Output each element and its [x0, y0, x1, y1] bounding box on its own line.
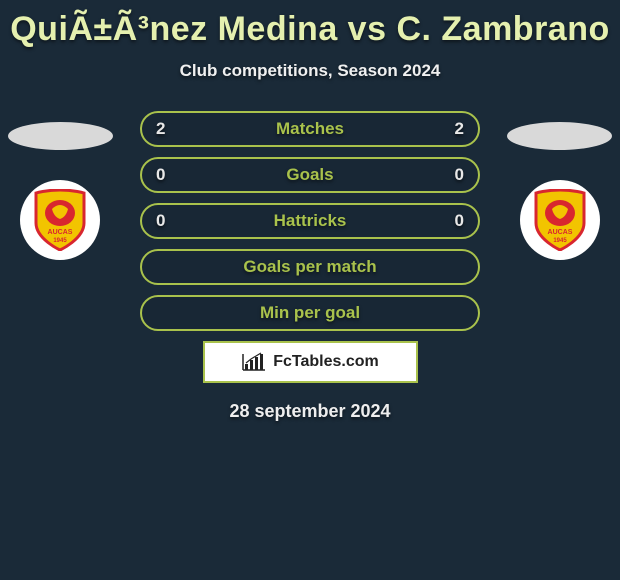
bar-chart-icon: [241, 352, 267, 372]
crest-name: AUCAS: [548, 229, 573, 236]
stat-row-hattricks: 0 Hattricks 0: [140, 203, 480, 239]
stat-label: Goals per match: [174, 257, 446, 277]
stat-label: Hattricks: [174, 211, 446, 231]
aucas-shield-icon: AUCAS 1945: [32, 189, 88, 251]
club-crest-right: AUCAS 1945: [520, 180, 600, 260]
crest-name: AUCAS: [48, 229, 73, 236]
stat-right-value: 0: [446, 211, 464, 231]
stat-label: Goals: [174, 165, 446, 185]
stat-label: Matches: [174, 119, 446, 139]
brand-box[interactable]: FcTables.com: [203, 341, 418, 383]
stat-row-min-per-goal: Min per goal: [140, 295, 480, 331]
stat-left-value: 0: [156, 211, 174, 231]
crest-year: 1945: [553, 238, 567, 244]
stat-label: Min per goal: [174, 303, 446, 323]
aucas-shield-icon: AUCAS 1945: [532, 189, 588, 251]
stat-right-value: 2: [446, 119, 464, 139]
stat-right-value: 0: [446, 165, 464, 185]
subtitle: Club competitions, Season 2024: [0, 61, 620, 81]
club-crest-left: AUCAS 1945: [20, 180, 100, 260]
stat-row-goals: 0 Goals 0: [140, 157, 480, 193]
stat-left-value: 2: [156, 119, 174, 139]
date-text: 28 september 2024: [0, 401, 620, 422]
brand-text: FcTables.com: [273, 353, 379, 371]
player-left-avatar-placeholder: [8, 122, 113, 150]
page-title: QuiÃ±Ã³nez Medina vs C. Zambrano: [0, 0, 620, 49]
stat-left-value: 0: [156, 165, 174, 185]
stat-row-matches: 2 Matches 2: [140, 111, 480, 147]
crest-year: 1945: [53, 238, 67, 244]
player-right-avatar-placeholder: [507, 122, 612, 150]
stat-row-goals-per-match: Goals per match: [140, 249, 480, 285]
